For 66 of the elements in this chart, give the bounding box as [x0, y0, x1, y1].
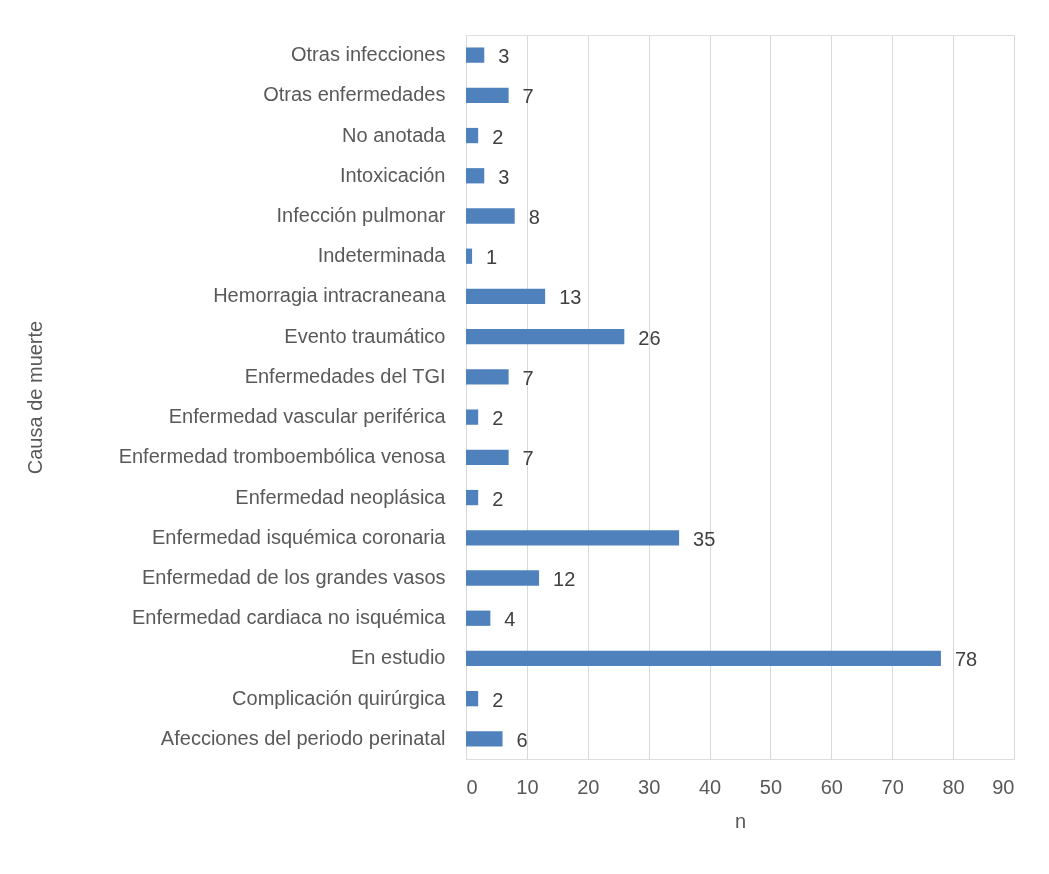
y-tick-label: Enfermedad vascular periférica [168, 405, 447, 428]
x-tick-label: 60 [820, 775, 843, 798]
data-label: 2 [492, 125, 504, 148]
bar [466, 369, 509, 385]
y-tick-label: Indeterminada [317, 244, 447, 267]
bar [466, 47, 485, 63]
y-tick-label: Otras infecciones [290, 43, 446, 66]
y-tick-label: Enfermedad neoplásica [235, 485, 447, 508]
bar [466, 127, 479, 144]
bar [466, 449, 509, 465]
x-tick-label: 80 [942, 775, 965, 798]
bar [466, 168, 485, 184]
bar [466, 570, 540, 586]
data-label: 2 [492, 688, 504, 711]
data-label: 78 [954, 648, 978, 671]
data-label: 3 [498, 165, 510, 188]
data-label: 7 [522, 447, 534, 470]
data-label: 13 [559, 286, 582, 309]
data-label: 4 [504, 608, 516, 631]
x-tick-label: 30 [638, 775, 661, 798]
bar [466, 731, 503, 747]
data-label: 8 [528, 206, 540, 228]
bar [466, 87, 509, 103]
bar [466, 409, 479, 425]
data-label: 2 [492, 407, 504, 430]
data-label: 26 [638, 326, 661, 349]
bar [466, 248, 473, 264]
bar [466, 208, 515, 224]
y-tick-label: Hemorragia intracraneana [213, 284, 447, 307]
x-tick-label: 0 [466, 775, 478, 798]
x-axis-title: n [734, 809, 747, 832]
y-tick-label: Enfermedad isquémica coronaria [152, 525, 447, 548]
x-tick-label: 90 [992, 775, 1015, 798]
data-label: 2 [492, 487, 504, 510]
y-tick-label: Afecciones del periodo perinatal [160, 726, 446, 749]
bar [466, 610, 491, 626]
bar [466, 650, 941, 667]
bar [466, 691, 479, 707]
y-tick-label: Enfermedad tromboembólica venosa [118, 445, 447, 468]
y-axis-title: Causa de muerte [23, 320, 46, 475]
x-tick-label: 10 [516, 775, 539, 798]
y-tick-label: Infección pulmonar [276, 204, 446, 226]
data-label: 35 [693, 527, 716, 550]
y-tick-label: Enfermedades del TGI [244, 364, 446, 387]
y-tick-label: En estudio [350, 646, 446, 669]
y-tick-label: Enfermedad cardiaca no isquémica [131, 606, 447, 629]
y-tick-label: Evento traumático [284, 324, 446, 347]
y-tick-label: Otras enfermedades [263, 83, 446, 106]
bar [466, 329, 625, 345]
y-tick-label: Intoxicación [339, 163, 446, 186]
bar [466, 530, 680, 546]
data-label: 7 [522, 85, 534, 108]
data-label: 7 [522, 366, 534, 389]
y-tick-label: No anotada [342, 123, 447, 146]
data-label: 12 [553, 568, 576, 590]
y-tick-label: Enfermedad de los grandes vasos [141, 566, 446, 588]
x-tick-label: 50 [759, 775, 783, 798]
bar [466, 288, 546, 305]
x-tick-label: 20 [577, 775, 600, 798]
y-tick-label: Complicación quirúrgica [232, 686, 447, 709]
bar [466, 489, 479, 506]
x-tick-label: 40 [698, 775, 722, 798]
data-label: 3 [498, 45, 510, 68]
x-tick-label: 70 [881, 775, 904, 798]
data-label: 6 [516, 728, 528, 751]
data-label: 1 [486, 246, 498, 269]
